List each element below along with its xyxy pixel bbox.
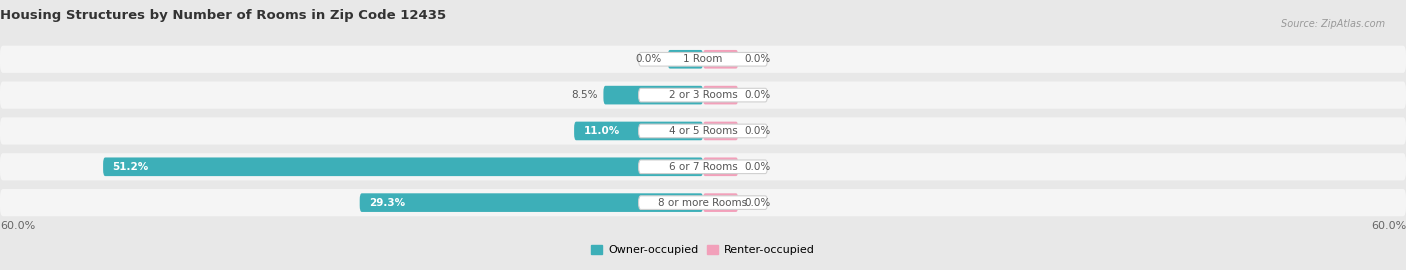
FancyBboxPatch shape	[574, 122, 703, 140]
FancyBboxPatch shape	[703, 122, 738, 140]
FancyBboxPatch shape	[0, 153, 1406, 180]
Text: 8.5%: 8.5%	[571, 90, 598, 100]
Text: Source: ZipAtlas.com: Source: ZipAtlas.com	[1281, 19, 1385, 29]
Text: 0.0%: 0.0%	[744, 126, 770, 136]
FancyBboxPatch shape	[638, 160, 768, 174]
Text: Housing Structures by Number of Rooms in Zip Code 12435: Housing Structures by Number of Rooms in…	[0, 9, 446, 22]
FancyBboxPatch shape	[703, 157, 738, 176]
FancyBboxPatch shape	[703, 193, 738, 212]
FancyBboxPatch shape	[0, 117, 1406, 144]
FancyBboxPatch shape	[103, 157, 703, 176]
FancyBboxPatch shape	[638, 196, 768, 210]
Text: 4 or 5 Rooms: 4 or 5 Rooms	[669, 126, 737, 136]
Text: 0.0%: 0.0%	[744, 54, 770, 64]
FancyBboxPatch shape	[603, 86, 703, 104]
FancyBboxPatch shape	[360, 193, 703, 212]
FancyBboxPatch shape	[0, 46, 1406, 73]
Text: 60.0%: 60.0%	[0, 221, 35, 231]
Text: 51.2%: 51.2%	[112, 162, 149, 172]
Text: 29.3%: 29.3%	[368, 198, 405, 208]
Text: 2 or 3 Rooms: 2 or 3 Rooms	[669, 90, 737, 100]
Text: 60.0%: 60.0%	[1371, 221, 1406, 231]
Text: 1 Room: 1 Room	[683, 54, 723, 64]
FancyBboxPatch shape	[703, 50, 738, 69]
Text: 6 or 7 Rooms: 6 or 7 Rooms	[669, 162, 737, 172]
FancyBboxPatch shape	[638, 52, 768, 66]
FancyBboxPatch shape	[703, 86, 738, 104]
FancyBboxPatch shape	[0, 82, 1406, 109]
Legend: Owner-occupied, Renter-occupied: Owner-occupied, Renter-occupied	[586, 240, 820, 259]
FancyBboxPatch shape	[638, 124, 768, 138]
Text: 0.0%: 0.0%	[744, 162, 770, 172]
Text: 0.0%: 0.0%	[744, 90, 770, 100]
Text: 8 or more Rooms: 8 or more Rooms	[658, 198, 748, 208]
Text: 0.0%: 0.0%	[636, 54, 662, 64]
FancyBboxPatch shape	[0, 189, 1406, 216]
Text: 0.0%: 0.0%	[744, 198, 770, 208]
FancyBboxPatch shape	[668, 50, 703, 69]
FancyBboxPatch shape	[638, 88, 768, 102]
Text: 11.0%: 11.0%	[583, 126, 620, 136]
